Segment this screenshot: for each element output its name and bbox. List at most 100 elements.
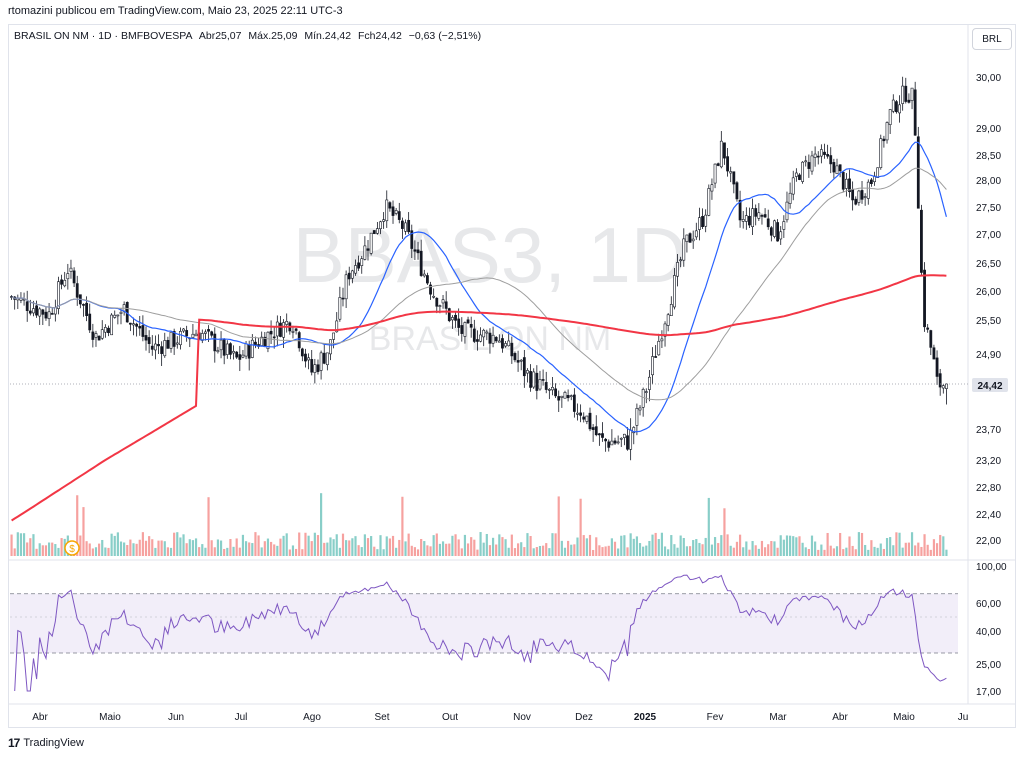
candle-body [538, 379, 542, 390]
candle-body [632, 427, 636, 434]
volume-bar [526, 533, 529, 556]
candle-body [204, 331, 207, 334]
volume-bar [241, 534, 245, 556]
candle-body [835, 165, 839, 175]
volume-bar [767, 544, 770, 556]
volume-bar [26, 542, 29, 556]
time-axis[interactable]: Abr Maio Jun Jul Ago Set Out Nov Dez 2025 Fev Mar Ab… [32, 712, 968, 723]
candle-body [572, 394, 576, 412]
volume-bar [795, 537, 798, 556]
volume-bar [542, 545, 545, 556]
candle-body [554, 388, 557, 397]
candle-body [394, 210, 398, 214]
price-tick-label: 25,50 [976, 316, 1001, 327]
volume-bar [645, 545, 648, 556]
candle-body [682, 238, 686, 261]
volume-bar [110, 533, 113, 556]
candle-body [791, 177, 795, 195]
candle-body [616, 441, 620, 444]
candle-body [738, 199, 742, 221]
candle-body [163, 340, 167, 357]
candle-body [701, 216, 704, 228]
symbol-legend[interactable]: BRASIL ON NM · 1D · BMFBOVESPA Abr25,07 … [14, 30, 485, 42]
volume-bar [32, 534, 35, 556]
candle-body [28, 310, 32, 314]
price-tick-label: 22,40 [976, 510, 1001, 521]
volume-bar [116, 532, 119, 556]
candle-body [863, 196, 867, 198]
volume-bar [179, 537, 182, 556]
candle-body [588, 412, 592, 430]
volume-bar [238, 547, 241, 556]
candle-body [397, 211, 401, 220]
candle-body [454, 314, 457, 321]
volume-bar [16, 532, 19, 556]
candle-body [185, 330, 189, 337]
volume-bar [244, 541, 248, 556]
volume-bar [892, 545, 895, 556]
candle-body [794, 172, 798, 177]
volume-bar [604, 546, 607, 556]
dividend-symbol: $ [69, 544, 75, 555]
candle-body [541, 379, 545, 381]
candle-body [132, 323, 135, 326]
candle-body [44, 311, 48, 319]
candle-body [898, 104, 901, 114]
candle-body [535, 372, 539, 391]
candle-body [113, 314, 117, 318]
volume-bar [882, 548, 885, 556]
candle-body [304, 353, 307, 362]
candle-body [75, 283, 79, 298]
candle-body [100, 329, 104, 339]
footer-branding: 17 TradingView [8, 736, 84, 750]
volume-bar [44, 545, 48, 556]
volume-bar [144, 540, 148, 556]
volume-bar [860, 532, 864, 556]
volume-bar [879, 543, 882, 556]
candle-body [594, 426, 598, 436]
candle-body [313, 364, 317, 373]
volume-bar [226, 547, 229, 556]
candle-body [926, 327, 930, 330]
volume-bar [520, 542, 523, 556]
candle-body [641, 389, 645, 408]
candle-body [238, 354, 242, 360]
candle-body [88, 313, 92, 331]
volume-bar [717, 543, 720, 556]
rsi-axis[interactable]: 100,00 60,00 40,00 25,00 17,00 [976, 562, 1007, 698]
candle-body [372, 230, 376, 234]
volume-bar [41, 545, 44, 556]
candle-body [629, 429, 633, 450]
volume-bar [901, 547, 904, 556]
volume-bar [485, 533, 488, 556]
symbol-name[interactable]: BRASIL ON NM · 1D · BMFBOVESPA [14, 30, 193, 42]
candle-body [379, 221, 382, 230]
candle-body [272, 336, 276, 339]
dividend-marker[interactable]: $ [64, 540, 80, 556]
dividend-icon[interactable] [64, 540, 80, 556]
candle-body [497, 340, 501, 343]
price-tick-label: 27,00 [976, 230, 1001, 241]
candle-body [160, 346, 164, 354]
candle-body [510, 342, 514, 357]
volume-bar [789, 535, 792, 556]
volume-bar [148, 536, 151, 556]
candle-body [804, 160, 808, 163]
volume-bar [329, 537, 332, 556]
candle-body [141, 325, 145, 337]
candle-body [519, 359, 523, 362]
candle-body [335, 320, 339, 333]
candle-body [741, 219, 745, 222]
volume-bar [98, 543, 101, 556]
volume-bar [76, 495, 79, 556]
candle-body [191, 333, 195, 338]
volume-bar [685, 546, 689, 556]
price-axis[interactable]: 30,00 29,00 28,50 28,00 27,50 27,00 26,50 26,00… [976, 73, 1001, 547]
currency-button[interactable]: BRL [972, 28, 1012, 50]
volume-bar [635, 536, 638, 556]
volume-bar [191, 540, 195, 556]
volume-bar [91, 548, 94, 556]
candle-body [38, 308, 42, 317]
volume-bar [395, 547, 398, 556]
